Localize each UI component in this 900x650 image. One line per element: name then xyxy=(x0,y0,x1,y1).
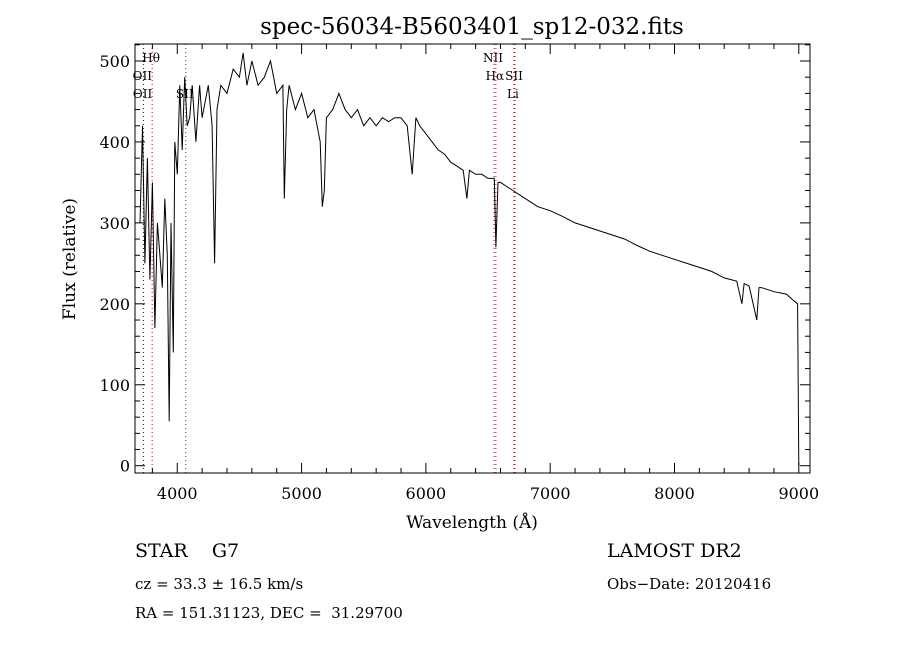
x-tick-label: 7000 xyxy=(530,484,571,503)
x-axis-label: Wavelength (Å) xyxy=(406,512,538,533)
chart-title: spec-56034-B5603401_sp12-032.fits xyxy=(260,14,684,40)
spectrum-line xyxy=(139,52,800,466)
x-tick-label: 5000 xyxy=(281,484,322,503)
spectral-line-label: OII xyxy=(133,87,153,101)
y-tick-label: 200 xyxy=(99,295,130,314)
y-tick-label: 300 xyxy=(99,214,130,233)
redshift-cz: cz = 33.3 ± 16.5 km/s xyxy=(135,575,304,593)
x-tick-label: 9000 xyxy=(778,484,819,503)
spectral-line-label: NII xyxy=(483,51,503,65)
survey-name: LAMOST DR2 xyxy=(607,540,742,562)
y-tick-label: 500 xyxy=(99,52,130,71)
y-tick-label: 400 xyxy=(99,133,130,152)
spectral-line-label: Hα xyxy=(486,69,505,83)
x-tick-label: 4000 xyxy=(157,484,198,503)
y-axis-label: Flux (relative) xyxy=(60,198,80,320)
spectral-line-label: Hθ xyxy=(142,51,160,65)
plot-frame xyxy=(134,43,811,474)
ra-dec: RA = 151.31123, DEC = 31.29700 xyxy=(135,604,403,622)
obs-date: Obs−Date: 20120416 xyxy=(607,575,772,593)
spectral-line-label: Li xyxy=(507,87,519,101)
y-tick-label: 100 xyxy=(99,376,130,395)
y-tick-label: 0 xyxy=(120,457,130,476)
x-tick-label: 8000 xyxy=(654,484,695,503)
object-class: STAR G7 xyxy=(135,540,240,562)
x-tick-label: 6000 xyxy=(406,484,447,503)
spectral-line-label: OII xyxy=(133,69,153,83)
